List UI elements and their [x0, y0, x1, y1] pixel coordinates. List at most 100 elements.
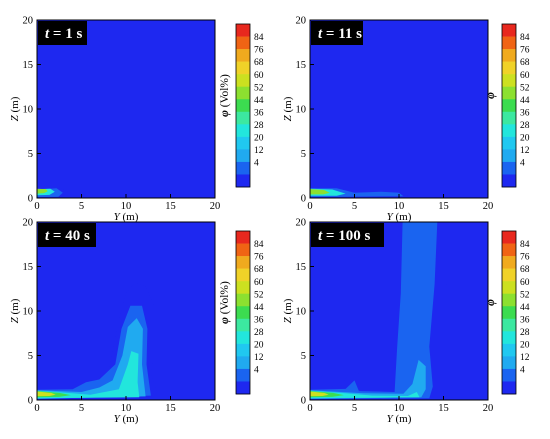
contour-level-60 [310, 391, 329, 397]
x-tick-label: 10 [121, 403, 132, 414]
colorbar-tick-label: 28 [520, 121, 530, 131]
x-tick-label: 5 [352, 403, 357, 414]
colorbar-segment [502, 256, 516, 269]
colorbar-segment [502, 356, 516, 370]
colorbar-segment [502, 161, 516, 175]
colorbar-segment [502, 281, 516, 294]
colorbar-segment [502, 149, 516, 163]
x-tick-label: 5 [79, 403, 84, 414]
y-axis-label: Z (m) [9, 298, 21, 323]
colorbar-segment [236, 174, 250, 188]
y-tick-label: 0 [301, 194, 306, 205]
colorbar-segment [236, 256, 250, 269]
x-tick-label: 20 [210, 403, 221, 414]
colorbar-tick-label: 84 [254, 33, 264, 43]
time-label-text: t = 11 s [318, 26, 362, 42]
colorbar-segment [236, 161, 250, 175]
colorbar-tick-label: 60 [254, 278, 264, 288]
y-axis-label: Z (m) [9, 96, 21, 121]
x-tick-label: 10 [394, 201, 405, 212]
colorbar-segment [502, 24, 516, 37]
colorbar-tick-label: 28 [254, 121, 264, 131]
colorbar-segment [236, 293, 250, 307]
time-label-text: t = 40 s [45, 228, 90, 244]
colorbar-segment [236, 149, 250, 163]
colorbar-segment [502, 111, 516, 125]
colorbar-tick-label: 68 [254, 265, 264, 275]
x-tick-label: 0 [307, 403, 312, 414]
panel-3: 0 5 10 15 20 0 5 10 15 20 Y (m) Z (m) t = 40 s 84 76 68… [9, 218, 264, 426]
y-tick-label: 15 [23, 60, 34, 71]
colorbar-tick-label: 4 [520, 366, 525, 376]
colorbar-segment [502, 174, 516, 188]
colorbar-tick-label: 76 [520, 46, 530, 56]
colorbar-segment [236, 331, 250, 345]
colorbar-tick-label: 20 [520, 133, 530, 143]
y-tick-label: 0 [301, 396, 306, 407]
colorbar-segment [236, 318, 250, 332]
colorbar-segment [236, 124, 250, 138]
colorbar-tick-label: 44 [520, 303, 530, 313]
colorbar-tick-label: 60 [520, 71, 530, 81]
x-tick-label: 10 [394, 403, 405, 414]
colorbar-tick-label: 20 [254, 340, 264, 350]
x-tick-label: 15 [165, 403, 176, 414]
x-tick-label: 10 [121, 201, 132, 212]
colorbar-segment [502, 331, 516, 345]
time-label: t = 1 s [38, 21, 87, 45]
plot-field [37, 20, 215, 198]
colorbar-tick-label: 52 [254, 290, 264, 300]
colorbar-tick-label: 68 [254, 58, 264, 68]
colorbar-tick-label: 12 [520, 353, 530, 363]
y-tick-label: 20 [23, 218, 34, 229]
x-tick-label: 20 [210, 201, 221, 212]
colorbar: 84 76 68 60 52 44 36 28 20 12 4 φ [485, 230, 530, 395]
colorbar-title: φ (Vol%) [219, 281, 231, 324]
colorbar-segment [502, 136, 516, 150]
y-axis-label: Z (m) [282, 298, 294, 323]
x-tick-label: 5 [352, 201, 357, 212]
colorbar-segment [236, 111, 250, 125]
colorbar-segment [502, 368, 516, 382]
plot-field [310, 20, 488, 198]
time-label-text: t = 100 s [318, 228, 370, 244]
time-label-box [311, 223, 384, 247]
colorbar-segment [502, 99, 516, 113]
colorbar-segment [502, 306, 516, 320]
contour-group [310, 186, 408, 198]
contour-level-28 [310, 390, 420, 399]
colorbar-segment [502, 293, 516, 307]
colorbar-tick-label: 4 [520, 159, 525, 169]
x-tick-label: 5 [79, 201, 84, 212]
colorbar-segment [502, 231, 516, 244]
x-axis-label: Y (m) [114, 211, 139, 223]
colorbar-tick-label: 52 [520, 83, 530, 93]
time-label: t = 100 s [311, 223, 384, 247]
colorbar-tick-label: 20 [520, 340, 530, 350]
panel-4: 0 5 10 15 20 0 5 10 15 20 Y (m) Z (m) t = 100 s 84 76 6… [282, 218, 530, 426]
y-tick-label: 10 [23, 307, 34, 318]
colorbar-segment [502, 74, 516, 87]
y-tick-label: 5 [28, 149, 33, 160]
colorbar-segment [236, 24, 250, 37]
colorbar-segment [236, 306, 250, 320]
colorbar-segment [236, 86, 250, 100]
colorbar-frame [235, 230, 251, 395]
x-tick-label: 20 [483, 201, 494, 212]
x-tick-label: 0 [34, 201, 39, 212]
colorbar-tick-label: 76 [520, 253, 530, 263]
y-tick-label: 10 [296, 307, 307, 318]
contour-group [37, 282, 158, 400]
colorbar-tick-label: 76 [254, 46, 264, 56]
x-axis-label: Y (m) [387, 413, 412, 425]
colorbar-tick-label: 12 [254, 353, 264, 363]
colorbar-segment [236, 36, 250, 50]
y-tick-label: 20 [296, 218, 307, 229]
colorbar-tick-label: 36 [520, 315, 530, 325]
colorbar-tick-label: 4 [254, 366, 259, 376]
colorbar-segment [502, 86, 516, 100]
colorbar-tick-label: 44 [254, 303, 264, 313]
colorbar-segment [236, 381, 250, 395]
colorbar-segment [502, 61, 516, 75]
